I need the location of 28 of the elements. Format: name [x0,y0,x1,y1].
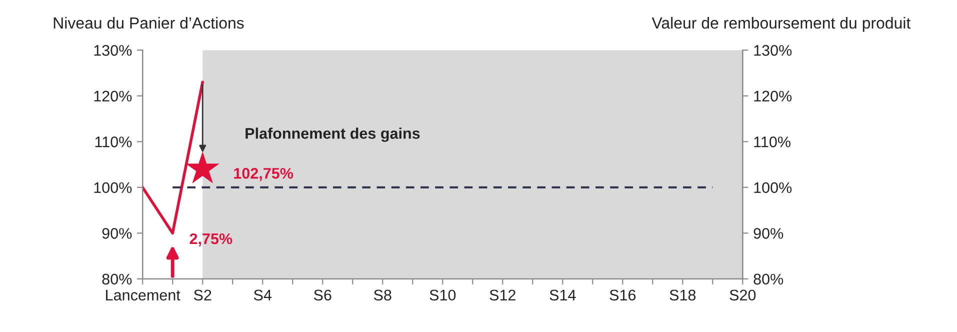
annotation: Plafonnement des gains [246,128,420,142]
x-tick-label: S18 [670,290,696,301]
x-tick-label: Lancement [106,290,180,301]
y-tick-label: 120% [94,90,132,102]
x-tick-label: S10 [430,290,456,301]
y2-tick-label: 120% [754,90,792,102]
x-tick-label: S4 [254,290,272,301]
annotation: 2,75% [190,233,232,246]
y-axis-title: Niveau du Panier d’Actions [54,16,244,29]
y-tick-label: 130% [94,45,132,56]
y-tick-label: 80% [102,274,132,285]
x-tick-label: S16 [610,290,636,301]
y2-tick-label: 100% [754,182,792,194]
y2-tick-label: 110% [754,136,790,148]
annotation: 102,75% [234,168,294,181]
x-tick-label: S20 [730,290,756,301]
x-tick-label: S14 [550,290,576,301]
x-tick-label: S8 [374,290,392,301]
y2-tick-label: 80% [754,274,784,285]
y2-tick-label: 130% [754,45,792,56]
y-tick-label: 100% [94,182,132,194]
y2-axis-title: Valeur de remboursement du produit [652,16,911,32]
y-tick-label: 90% [102,228,132,239]
x-tick-label: S6 [314,290,332,301]
x-tick-label: S2 [194,290,212,301]
x-tick-label: S12 [490,290,516,301]
y2-tick-label: 90% [754,228,784,239]
y-tick-label: 110% [95,136,132,148]
